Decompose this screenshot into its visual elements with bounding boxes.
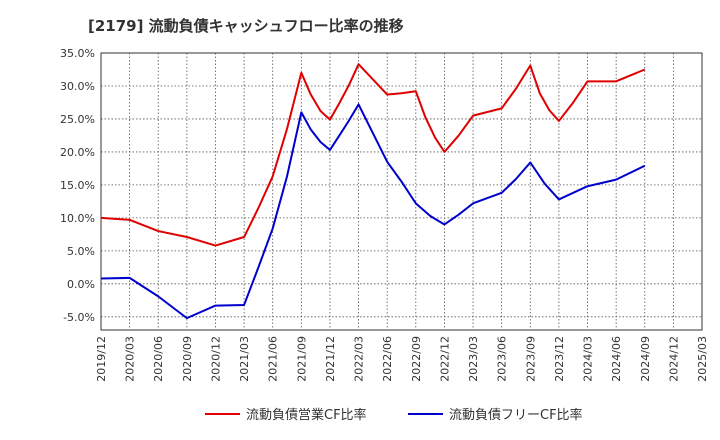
legend: 流動負債営業CF比率 流動負債フリーCF比率 bbox=[205, 407, 583, 423]
series-line-operating-cf bbox=[100, 63, 646, 247]
x-tick-label: 2024/12 bbox=[667, 336, 680, 382]
y-tick-label: 0.0% bbox=[67, 278, 95, 291]
y-tick-label: 10.0% bbox=[60, 212, 95, 225]
x-tick-label: 2023/09 bbox=[524, 336, 537, 382]
x-tick-label: 2020/03 bbox=[124, 336, 137, 382]
x-tick-label: 2022/03 bbox=[353, 336, 366, 382]
series-line-free-cf bbox=[100, 103, 646, 320]
x-tick-label: 2021/12 bbox=[324, 336, 337, 382]
x-tick-label: 2024/06 bbox=[610, 336, 623, 382]
x-tick-label: 2023/12 bbox=[553, 336, 566, 382]
y-tick-label: 15.0% bbox=[60, 179, 95, 192]
y-tick-label: 20.0% bbox=[60, 146, 95, 159]
x-tick-label: 2024/03 bbox=[582, 336, 595, 382]
x-tick-label: 2024/09 bbox=[639, 336, 652, 382]
x-tick-label: 2021/06 bbox=[267, 336, 280, 382]
x-tick-label: 2019/12 bbox=[95, 336, 108, 382]
chart-title: [2179] 流動負債キャッシュフロー比率の推移 bbox=[88, 17, 404, 35]
x-tick-label: 2020/06 bbox=[152, 336, 165, 382]
x-tick-label: 2021/03 bbox=[238, 336, 251, 382]
y-tick-label: -5.0% bbox=[63, 311, 95, 324]
x-tick-label: 2021/09 bbox=[295, 336, 308, 382]
y-tick-label: 5.0% bbox=[67, 245, 95, 258]
legend-label-free-cf: 流動負債フリーCF比率 bbox=[449, 407, 583, 423]
series-layer bbox=[100, 63, 646, 320]
y-tick-label: 25.0% bbox=[60, 113, 95, 126]
x-tick-label: 2020/12 bbox=[209, 336, 222, 382]
x-tick-label: 2025/03 bbox=[696, 336, 709, 382]
y-tick-label: 30.0% bbox=[60, 80, 95, 93]
x-tick-label: 2023/06 bbox=[496, 336, 509, 382]
x-tick-label: 2022/06 bbox=[381, 336, 394, 382]
legend-label-operating-cf: 流動負債営業CF比率 bbox=[246, 407, 367, 423]
plot-frame bbox=[100, 52, 703, 331]
x-tick-label: 2020/09 bbox=[181, 336, 194, 382]
y-tick-label: 35.0% bbox=[60, 47, 95, 60]
y-axis-ticks: 35.0% 30.0% 25.0% 20.0% 15.0% 10.0% 5.0% 0.0% -5… bbox=[60, 47, 95, 324]
grid-layer bbox=[100, 52, 703, 331]
x-tick-label: 2022/09 bbox=[410, 336, 423, 382]
x-tick-label: 2022/12 bbox=[438, 336, 451, 382]
x-axis-ticks: 2019/12 2020/03 2020/06 2020/09 2020/12 2021/… bbox=[95, 336, 709, 382]
x-tick-label: 2023/03 bbox=[467, 336, 480, 382]
